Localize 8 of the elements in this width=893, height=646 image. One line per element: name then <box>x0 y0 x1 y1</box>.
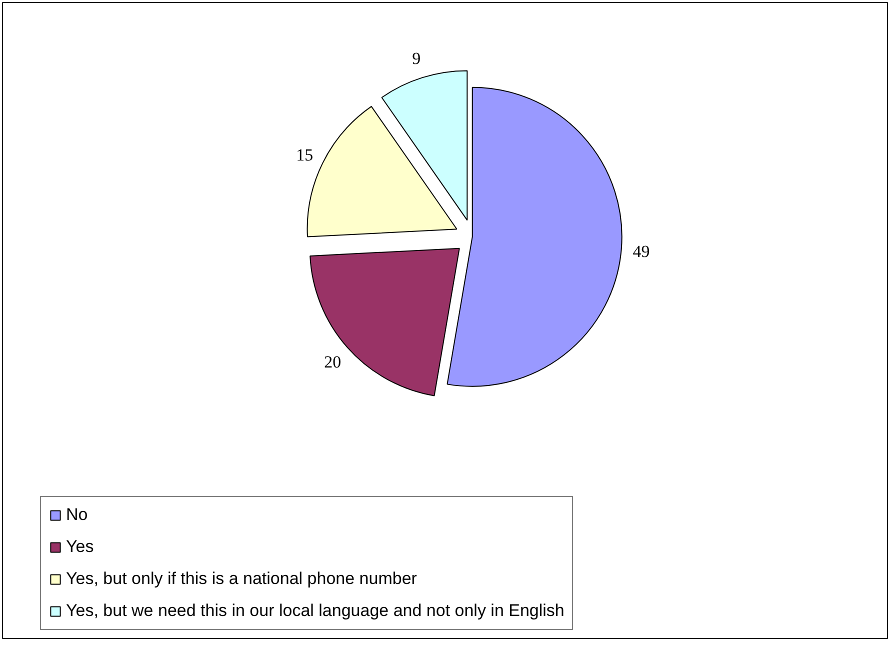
data-label: 20 <box>324 352 342 372</box>
legend-label: Yes, but only if this is a national phone number <box>66 569 417 589</box>
legend-label: Yes <box>66 537 94 557</box>
legend-label: Yes, but we need this in our local language and not only in English <box>66 601 564 621</box>
data-label: 9 <box>412 48 421 68</box>
data-label: 49 <box>632 242 650 262</box>
legend-label: No <box>66 505 88 525</box>
data-label: 15 <box>296 145 314 164</box>
